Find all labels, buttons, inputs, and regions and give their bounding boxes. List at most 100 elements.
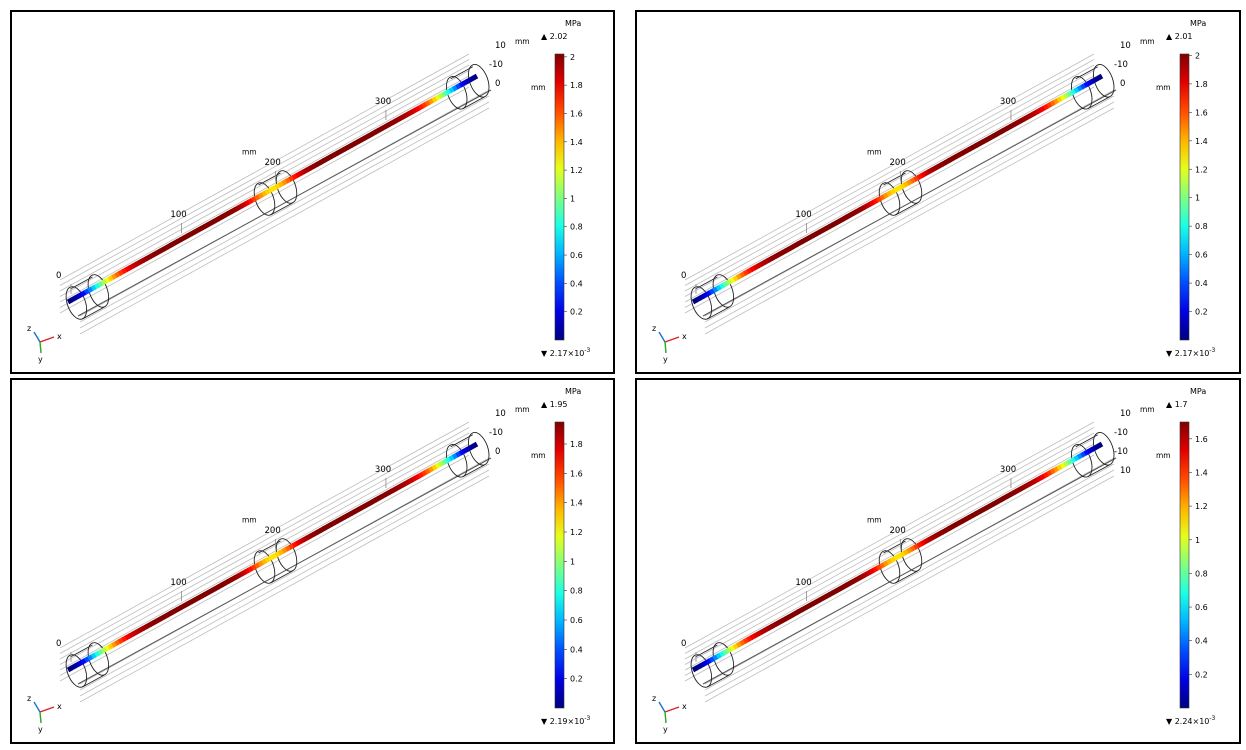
support-cylinder [1071,432,1115,478]
x-tick-label: 0 [56,271,61,281]
colorbar-tick-label: 1.6 [1195,108,1208,117]
yz-tick-label: 10 [1120,41,1131,51]
colorbar-tick-label: 0.8 [1195,222,1208,231]
colorbar-tick-label: 1 [570,194,575,203]
triad-z-label: z [652,324,656,333]
colorbar-tick-label: 1 [1195,536,1200,545]
yz-tick-label: -10 [489,428,503,438]
triad-z-label: z [27,694,31,703]
yz-tick-label: 0 [495,447,500,457]
yz-tick-label: 10 [495,41,506,51]
support-cylinder [65,642,110,688]
colorbar-tick-label: 0.2 [570,308,583,317]
x-tick-label: 300 [1000,97,1016,107]
x-axis-unit: mm [867,516,882,525]
colorbar-tick-label: 1.2 [570,528,583,537]
grid-lines [59,421,490,703]
x-tick-label: 100 [795,578,811,588]
colorbar-unit: MPa [1190,387,1206,396]
yz-tick-label: 10 [1120,466,1131,476]
colorbar-tick-label: 1.6 [1195,435,1208,444]
stress-rod [691,73,1104,305]
support-cylinder [446,432,490,478]
yz-tick-label: -10 [1114,447,1128,457]
colorbar-unit: MPa [565,19,581,28]
colorbar [1179,421,1190,709]
x-tick-label: 200 [890,526,906,536]
colorbar-max: ▲ 1.7 [1166,400,1187,409]
triad-y-label: y [663,725,668,734]
axis-triad-icon: x z y [27,694,62,734]
triad-x-label: x [682,332,687,341]
triad-x-label: x [57,702,62,711]
support-cylinder [878,170,923,216]
support-cylinder [253,538,298,584]
support-cylinder [253,170,298,216]
x-tick-label: 0 [681,639,686,649]
colorbar-min: ▼ 2.19×10-3 [541,715,591,726]
support-cylinder [446,64,490,110]
colorbar-tick-label: 0.4 [570,645,583,654]
yz-axis-unit: mm [1156,451,1171,460]
x-tick-label: 200 [265,158,281,168]
plot-panel-2: 0 100 200 300 mm 10 -10 0 mm mm MPa ▲ 2.01 2 1.8 1.6 1.… [635,10,1241,374]
axis-triad-icon: x z y [652,324,687,364]
colorbar-tick-label: 1.6 [570,469,583,478]
rod-axis-line [702,457,1117,685]
plot-svg: 0 100 200 300 mm 10 -10 0 mm mm MPa ▲ 2.02 2 1.8 1.6 1.… [27,19,591,364]
colorbar-min: ▼ 2.17×10-3 [541,347,591,358]
triad-y-label: y [663,355,668,364]
colorbar-tick-label: 1.8 [570,440,583,449]
yz-axis-unit: mm [531,83,546,92]
colorbar-max: ▲ 2.01 [1166,32,1193,41]
triad-x-label: x [57,332,62,341]
x-tick-label: 200 [890,158,906,168]
colorbar-unit: MPa [565,387,581,396]
support-cylinder [690,642,735,688]
axis-triad-icon: x z y [27,324,62,364]
x-axis-unit: mm [242,148,257,157]
x-tick-label: 200 [265,526,281,536]
rod-axis-line [77,89,492,317]
colorbar-tick-label: 1.8 [1195,80,1208,89]
colorbar-tick-label: 0.4 [570,279,583,288]
colorbar-tick-label: 2 [1195,51,1200,60]
grid-lines [684,53,1115,335]
stress-rod [691,441,1104,673]
grid-lines [684,421,1115,703]
colorbar-tick-label: 0.2 [570,675,583,684]
colorbar-tick-label: 1.4 [570,138,583,147]
axis-triad-icon: x z y [652,694,687,734]
plot-panel-3: 0 100 200 300 mm 10 -10 0 mm mm MPa ▲ 1.95 1.8 1.6 1.4… [10,378,615,744]
colorbar [554,53,565,341]
x-tick-label: 300 [375,465,391,475]
plot-svg: 0 100 200 300 mm 10 -10 0 mm mm MPa ▲ 2.01 2 1.8 1.6 1.… [652,19,1216,364]
rod-axis-line [77,457,492,685]
colorbar-tick-label: 2 [570,53,575,62]
colorbar-min: ▼ 2.24×10-3 [1166,715,1216,726]
plot-svg: 0 100 200 300 mm 10 -10 -10 10 mm mm MPa▲ 1.7 1.6 1.4… [652,387,1216,734]
colorbar-unit: MPa [1190,19,1206,28]
x-axis-unit: mm [242,516,257,525]
stress-rod [66,441,479,673]
yz-tick-label: -10 [1114,428,1128,438]
x-tick-label: 0 [681,271,686,281]
yz-axis-unit: mm [1156,83,1171,92]
yz-axis-unit: mm [515,37,530,46]
stress-rod [66,73,479,305]
yz-axis-unit: mm [531,451,546,460]
colorbar-tick-label: 0.2 [1195,670,1208,679]
support-cylinder [65,274,110,320]
x-tick-label: 100 [170,210,186,220]
colorbar-tick-label: 1.4 [1195,137,1208,146]
yz-axis-unit: mm [1140,37,1155,46]
yz-tick-label: -10 [489,60,503,70]
colorbar-tick-label: 1 [1195,194,1200,203]
x-axis-unit: mm [867,148,882,157]
grid-lines [59,53,490,335]
yz-axis-unit: mm [515,405,530,414]
colorbar-tick-label: 1.2 [1195,502,1208,511]
yz-tick-label: 0 [1120,79,1125,89]
x-tick-label: 100 [170,578,186,588]
yz-axis-unit: mm [1140,405,1155,414]
